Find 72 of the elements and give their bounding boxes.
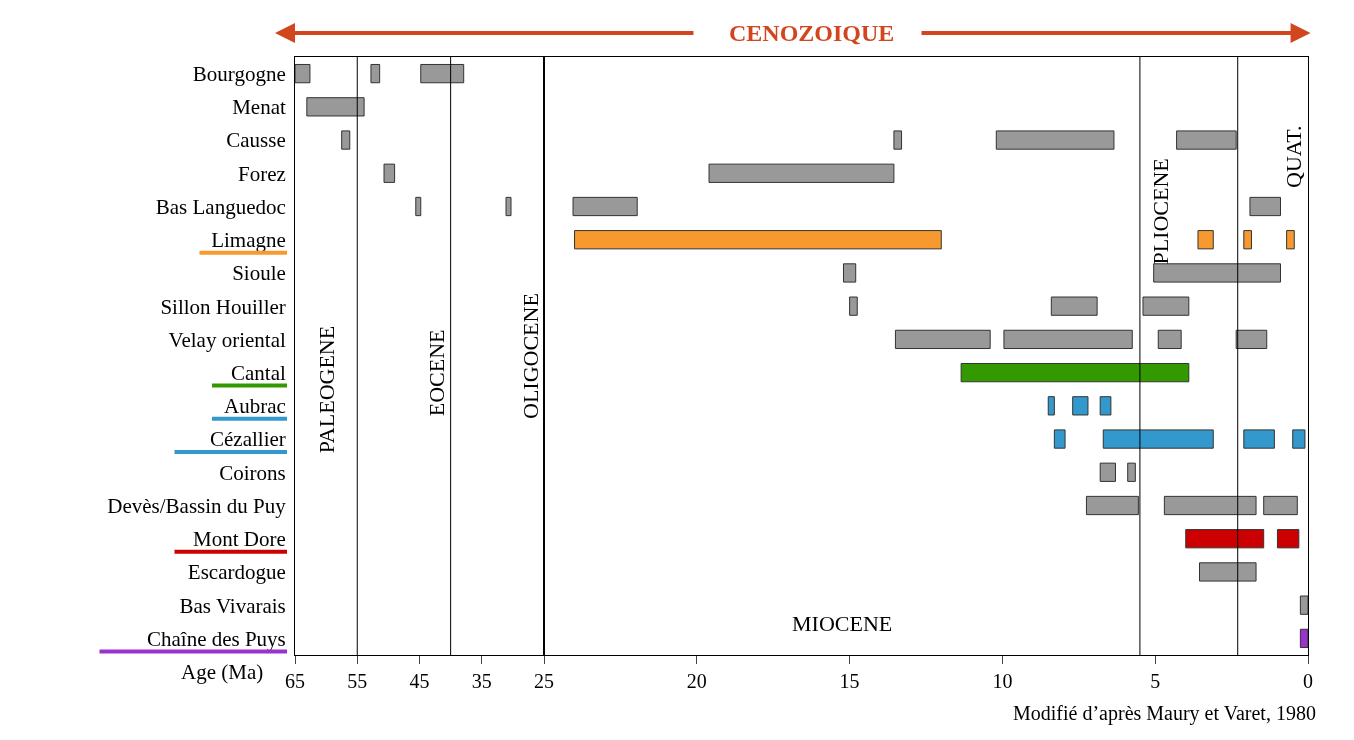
bar [420, 63, 465, 84]
x-tick-label: 0 [1303, 670, 1313, 692]
bar [1099, 462, 1116, 482]
y-tick-label: Chaîne des Puys [146, 626, 286, 651]
y-tick-label: Limagne [211, 228, 286, 253]
x-tick-label: 35 [471, 670, 492, 692]
x-tick-label: 5 [1150, 670, 1161, 692]
bar [708, 163, 895, 183]
bar [572, 196, 638, 217]
bar [1153, 263, 1281, 283]
y-tick-label: Mont Dore [193, 527, 286, 552]
x-tick-label: 65 [285, 670, 305, 692]
y-tick-label: Bourgogne [192, 61, 286, 86]
bar [505, 196, 512, 217]
bar [1185, 529, 1265, 549]
y-tick-label: Causse [226, 128, 286, 153]
y-tick-label: Aubrac [223, 394, 286, 419]
annotation: OLIGOCENE [518, 293, 543, 419]
y-tick-label: Forez [237, 161, 286, 186]
bar [894, 329, 991, 350]
bar [1003, 329, 1133, 350]
bar [849, 296, 858, 316]
text: CENOZOIQUE [729, 20, 895, 46]
y-tick-label: Menat [232, 95, 286, 120]
x-tick-label: 25 [534, 670, 554, 692]
bar [1142, 296, 1190, 316]
bar [1276, 529, 1300, 549]
bar [415, 196, 422, 217]
x-tick-label: 20 [686, 670, 707, 692]
y-tick-label: Coirons [219, 460, 286, 485]
y-tick-label: Velay oriental [168, 327, 286, 352]
bar [306, 97, 365, 117]
bar [1286, 230, 1295, 250]
bar [1176, 130, 1237, 150]
bar [341, 130, 351, 150]
bar [995, 130, 1115, 150]
bar [1127, 462, 1136, 482]
bar [1249, 196, 1281, 217]
y-tick-label: Escardogue [187, 560, 286, 585]
bar [960, 362, 1190, 383]
y-tick-label: Bas Languedoc [155, 194, 286, 219]
annotation: PALEOGENE [313, 325, 339, 454]
x-axis-title: Age (Ma) [181, 660, 264, 684]
bar [1163, 495, 1257, 516]
bar [842, 263, 857, 283]
bar [1157, 329, 1182, 350]
bar [1263, 495, 1298, 516]
bar [383, 163, 396, 183]
bar [893, 130, 903, 150]
bar [1085, 495, 1139, 516]
y-tick-label: Sillon Houiller [160, 294, 286, 319]
y-tick-label: Devès/Bassin du Puy [107, 493, 287, 518]
bar [1199, 562, 1257, 582]
x-tick-label: 55 [347, 670, 368, 692]
annotation: MIOCENE [792, 611, 893, 636]
bar [1299, 628, 1308, 649]
x-tick-label: 45 [409, 670, 430, 692]
bar [1050, 296, 1098, 316]
bar [1299, 595, 1308, 615]
y-tick-label: Cézallier [210, 427, 286, 452]
annotation: QUAT. [1281, 125, 1307, 188]
y-tick-label: Bas Vivarais [179, 593, 286, 618]
y-tick-label: Cantal [230, 360, 286, 385]
x-tick-label: 10 [992, 670, 1013, 692]
annotation: PLIOCENE [1148, 158, 1174, 265]
annotation: EOCENE [424, 329, 450, 417]
bar [1292, 429, 1306, 449]
bar [295, 63, 311, 84]
x-tick-label: 15 [839, 670, 860, 692]
bar [370, 63, 381, 84]
text: Modifié d’après Maury et Varet, 1980 [1013, 702, 1316, 725]
y-tick-label: Sioule [232, 261, 286, 286]
